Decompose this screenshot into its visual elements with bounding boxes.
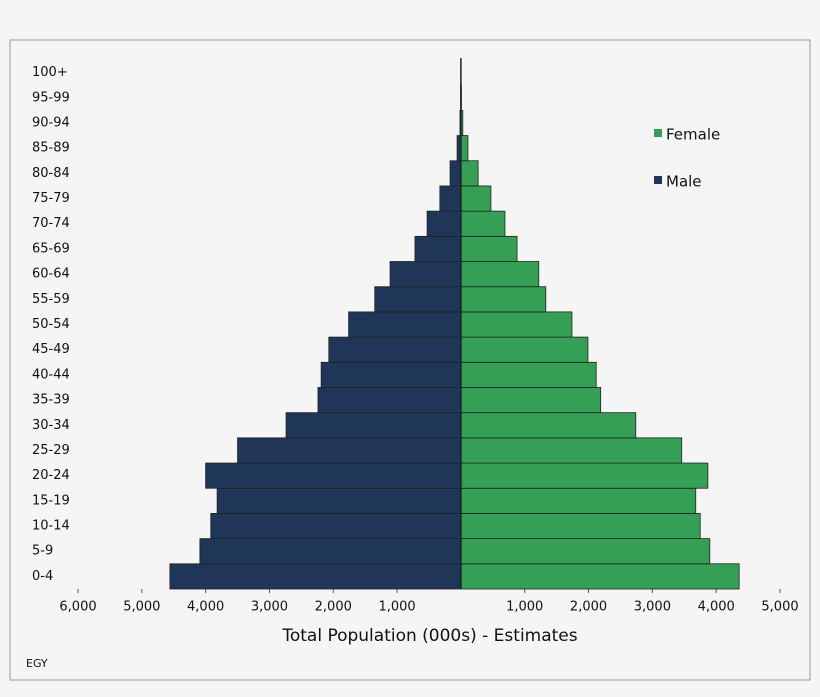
x-tick-label: 4,000 (698, 600, 735, 615)
x-tick-label: 5,000 (761, 600, 798, 615)
x-tick-label: 5,000 (123, 600, 160, 615)
y-tick-label: 50-54 (32, 317, 70, 332)
bar (460, 311, 573, 338)
x-tick-label: 1,000 (506, 600, 543, 615)
y-tick-label: 65-69 (32, 241, 70, 256)
x-tick-label: 3,000 (634, 600, 671, 615)
bar (169, 563, 462, 590)
bar (460, 210, 506, 237)
legend-swatch (654, 129, 662, 137)
bar (210, 513, 462, 540)
bar (426, 210, 462, 237)
bar (414, 235, 462, 262)
bar (460, 160, 479, 187)
y-tick-label: 70-74 (32, 216, 70, 231)
note: EGY (26, 657, 48, 670)
bar (285, 412, 462, 439)
y-tick-label: 90-94 (32, 115, 70, 130)
x-tick-label: 6,000 (59, 600, 96, 615)
x-tick-label: 2,000 (315, 600, 352, 615)
x-tick-label: 4,000 (187, 600, 224, 615)
bar (449, 160, 462, 187)
x-tick-label: 1,000 (378, 600, 415, 615)
bar (460, 437, 683, 464)
bar (460, 261, 540, 288)
bar (328, 336, 462, 363)
y-tick-label: 20-24 (32, 468, 70, 483)
y-tick-label: 10-14 (32, 519, 70, 534)
y-tick-label: 55-59 (32, 292, 70, 307)
y-tick-label: 35-39 (32, 393, 70, 408)
bar (460, 235, 518, 262)
bar (389, 261, 462, 288)
bar (460, 412, 637, 439)
y-tick-label: 85-89 (32, 141, 70, 156)
x-tick-label: 2,000 (570, 600, 607, 615)
x-tick-label: 3,000 (251, 600, 288, 615)
y-tick-label: 75-79 (32, 191, 70, 206)
bar (460, 513, 701, 540)
bar (460, 135, 469, 162)
bar (460, 361, 597, 388)
bar (460, 387, 602, 414)
bar (460, 487, 697, 514)
bar (460, 563, 740, 590)
bar (317, 387, 462, 414)
bar (374, 286, 462, 313)
y-tick-label: 100+ (32, 65, 68, 80)
bar (199, 538, 462, 565)
legend-label: Female (666, 126, 720, 144)
bar (205, 462, 462, 489)
y-tick-label: 40-44 (32, 367, 70, 382)
bar (348, 311, 462, 338)
y-tick-label: 60-64 (32, 267, 70, 282)
y-tick-label: 80-84 (32, 166, 70, 181)
bar (460, 185, 492, 212)
bar (460, 462, 709, 489)
y-tick-label: 45-49 (32, 342, 70, 357)
bar (216, 487, 462, 514)
legend-label: Male (666, 173, 702, 191)
legend-swatch (654, 176, 662, 184)
bar (237, 437, 462, 464)
y-tick-label: 25-29 (32, 443, 70, 458)
bar (439, 185, 462, 212)
bar (460, 538, 711, 565)
bar (320, 361, 462, 388)
y-tick-label: 0-4 (32, 569, 53, 584)
y-tick-label: 15-19 (32, 493, 70, 508)
bar (460, 286, 547, 313)
y-tick-label: 5-9 (32, 544, 53, 559)
y-tick-label: 95-99 (32, 90, 70, 105)
x-axis-title: Total Population (000s) - Estimates (281, 626, 577, 646)
bar (460, 336, 589, 363)
y-tick-label: 30-34 (32, 418, 70, 433)
